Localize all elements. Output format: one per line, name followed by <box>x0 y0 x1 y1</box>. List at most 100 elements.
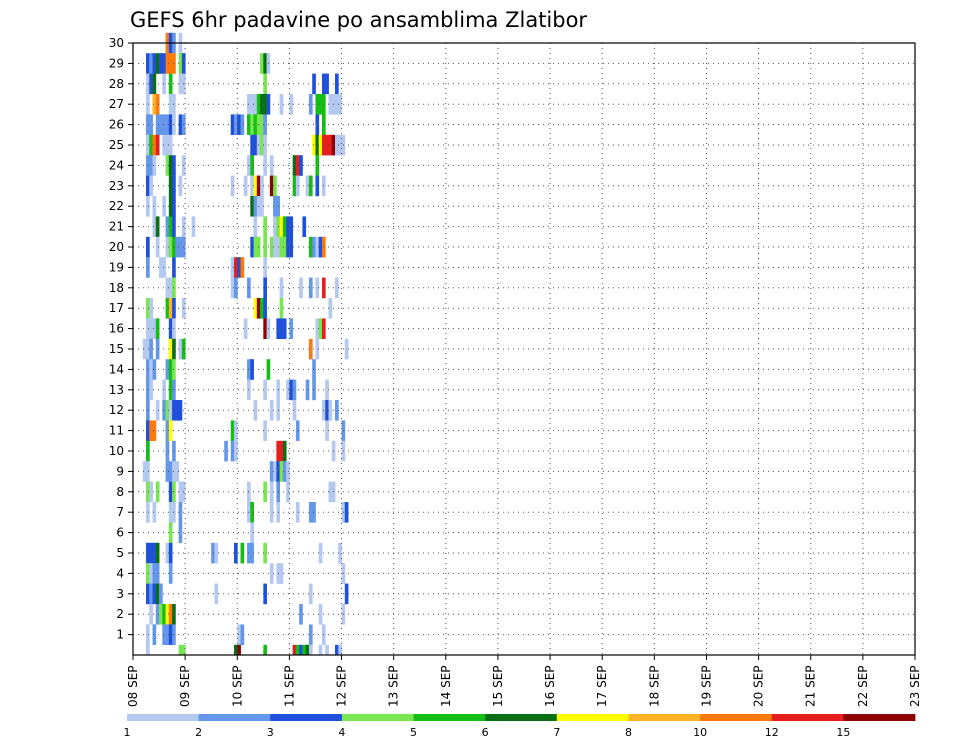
heatmap-cell <box>152 216 157 237</box>
heatmap-cell <box>325 644 329 656</box>
heatmap-cell <box>305 644 310 656</box>
heatmap-cell <box>168 481 173 503</box>
heatmap-cell <box>328 400 333 421</box>
colorbar-label: 6 <box>482 726 489 739</box>
heatmap-cell <box>253 298 258 319</box>
heatmap-cell <box>325 420 329 441</box>
heatmap-cell <box>279 461 284 482</box>
heatmap-cell <box>168 134 173 156</box>
heatmap-cell <box>146 461 150 482</box>
colorbar-label: 2 <box>195 726 202 739</box>
heatmap-cell <box>318 318 323 339</box>
heatmap-cell <box>279 298 284 319</box>
heatmap-cell <box>269 502 274 523</box>
colorbar-swatch <box>628 714 701 721</box>
heatmap-cell <box>155 604 160 625</box>
heatmap-cell <box>315 114 320 135</box>
heatmap-cell <box>282 461 287 482</box>
heatmap-cell <box>289 94 294 115</box>
heatmap-cell <box>230 277 235 299</box>
heatmap-cell <box>325 73 329 95</box>
heatmap-cell <box>149 338 153 360</box>
heatmap-cell <box>315 318 320 339</box>
heatmap-cell <box>146 53 150 74</box>
heatmap-cell <box>146 420 150 441</box>
heatmap-cell <box>149 481 153 503</box>
heatmap-cell <box>165 359 170 380</box>
heatmap-cell <box>162 400 166 421</box>
heatmap-cell <box>234 277 238 299</box>
colorbar-swatch <box>127 714 200 721</box>
heatmap-cell <box>292 155 297 176</box>
x-tick-label: 20 SEP <box>752 665 766 707</box>
heatmap-cell <box>149 542 153 564</box>
colorbar-swatch <box>700 714 773 721</box>
heatmap-cell <box>142 461 147 482</box>
heatmap-cell <box>295 155 300 176</box>
heatmap-cell <box>253 400 258 421</box>
heatmap-cell <box>234 420 238 441</box>
heatmap-cell <box>286 236 290 258</box>
colorbar-swatch <box>413 714 486 721</box>
x-tick-label: 09 SEP <box>178 665 192 707</box>
x-tick-label: 13 SEP <box>387 665 401 707</box>
heatmap-cell <box>279 318 284 339</box>
y-tick-label: 28 <box>109 77 124 91</box>
heatmap-cell <box>250 502 254 523</box>
heatmap-cell <box>279 277 284 299</box>
heatmap-cell <box>149 583 153 605</box>
heatmap-cell <box>168 461 173 482</box>
heatmap-cell <box>237 114 241 135</box>
heatmap-cell <box>250 114 254 135</box>
heatmap-cell <box>162 379 166 401</box>
heatmap-cell <box>328 298 333 319</box>
heatmap-cell <box>299 604 303 625</box>
heatmap-cell <box>224 440 228 462</box>
heatmap-cell <box>250 522 254 543</box>
heatmap-cell <box>250 542 254 564</box>
x-tick-label: 23 SEP <box>908 665 922 707</box>
heatmap-cell <box>155 114 160 135</box>
heatmap-cell <box>282 216 287 237</box>
heatmap-cell <box>308 236 313 258</box>
y-tick-label: 13 <box>109 383 124 397</box>
heatmap-cell <box>263 236 267 258</box>
heatmap-cell <box>250 359 254 380</box>
heatmap-cell <box>305 175 310 197</box>
heatmap-cell <box>152 94 157 115</box>
heatmap-cell <box>286 481 290 503</box>
heatmap-cell <box>165 53 170 74</box>
heatmap-cell <box>165 420 170 441</box>
colorbar-label: 12 <box>765 726 779 739</box>
heatmap-cell <box>295 644 300 656</box>
heatmap-cell <box>263 298 267 319</box>
heatmap-cell <box>178 114 183 135</box>
heatmap-cell <box>155 583 160 605</box>
heatmap-cell <box>146 400 150 421</box>
heatmap-cell <box>286 379 290 401</box>
heatmap-cell <box>168 604 173 625</box>
heatmap-cell <box>312 502 316 523</box>
heatmap-cell <box>168 277 173 299</box>
heatmap-cell <box>152 420 157 441</box>
heatmap-cell <box>159 53 163 74</box>
heatmap-cell <box>168 563 173 584</box>
heatmap-cell <box>152 155 157 176</box>
heatmap-cell <box>263 216 267 237</box>
colorbar-swatch <box>270 714 343 721</box>
colorbar-swatch <box>485 714 558 721</box>
heatmap-cell <box>263 542 267 564</box>
heatmap-cell <box>168 359 173 380</box>
y-tick-label: 12 <box>109 403 124 417</box>
heatmap-cell <box>282 318 287 339</box>
heatmap-cell <box>295 502 300 523</box>
y-tick-label: 4 <box>116 566 124 580</box>
heatmap-cell <box>149 114 153 135</box>
heatmap-cell <box>181 644 186 656</box>
heatmap-cell <box>168 114 173 135</box>
heatmap-cell <box>162 624 166 645</box>
heatmap-cell <box>146 379 150 401</box>
heatmap-cell <box>175 461 180 482</box>
heatmap-cell <box>299 277 303 299</box>
